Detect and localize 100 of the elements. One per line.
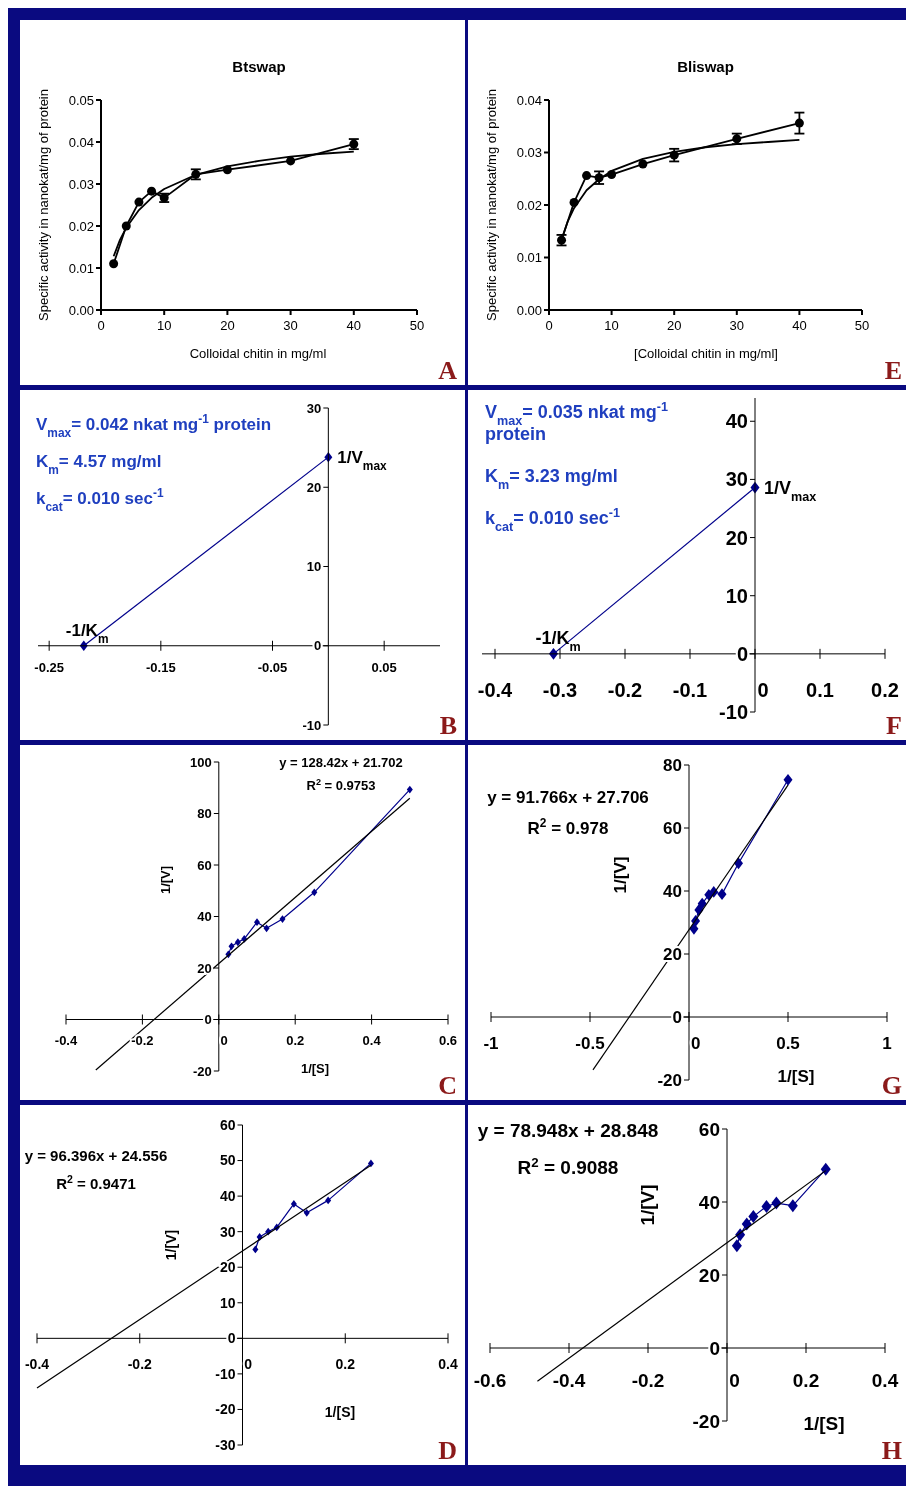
annotation: -1/K$_{m}$ [65,620,109,646]
annotation: D [438,1436,457,1465]
text: H [881,1436,902,1465]
chart-title: Btswap [232,58,286,75]
annotation: V$_{max}$= 0.042 nkat mg$^{-1}$ protein [36,412,272,440]
annotation: y = 91.766x + 27.706 [487,788,649,807]
y-tick-label: 60 [698,1118,720,1140]
y-tick-label: 0.05 [68,92,94,108]
y-tick-label: 0.00 [68,302,94,318]
x-tick-label: 50 [409,318,425,333]
y-tick-label: 80 [197,806,212,822]
y-tick-label: 50 [219,1152,236,1169]
y-tick-label: 40 [698,1191,720,1213]
y-axis-title: Specific activity in nanokat/mg of protein [484,89,499,321]
text: V$_{max}$= 0.035 nkat mg$^{-1}$ protein [485,400,669,444]
y-axis-title: 1/[V] [158,865,173,895]
y-tick-label: 20 [698,1264,720,1286]
annotation: K$_{m}$= 4.57 mg/ml [36,452,162,477]
y-tick-label: 80 [663,755,682,775]
text: F [886,711,902,740]
y-tick-label: 0.04 [516,92,542,108]
x-tick-label: -0.5 [575,1034,605,1053]
y-tick-label: -20 [657,1070,682,1090]
y-tick-label: 40 [219,1188,236,1205]
x-tick-label: 10 [604,318,619,333]
x-tick-label: 0.1 [806,678,834,701]
y-tick-label: 0 [672,1007,682,1027]
x-tick-label: 0.05 [371,659,397,675]
y-tick-label: -20 [193,1063,212,1079]
y-axis-title: 1/[V] [611,856,630,894]
y-tick-label: 20 [306,479,322,495]
y-tick-label: -20 [215,1401,236,1418]
x-tick-label: 40 [346,318,362,333]
y-tick-label: 20 [725,526,748,549]
x-tick-label: -0.15 [146,659,176,675]
y-tick-label: 10 [725,584,748,607]
y-tick-label: 40 [663,881,682,901]
y-axis-title: Specific activity in nanokat/mg of protein [36,89,51,321]
x-tick-label: 0.4 [362,1032,382,1048]
y-tick-label: 40 [197,909,212,925]
y-tick-label: 30 [725,468,748,491]
y-tick-label: 60 [663,818,682,838]
y-tick-label: 100 [190,754,212,770]
y-tick-label: 10 [306,559,322,575]
y-tick-label: 0.02 [516,197,542,213]
y-tick-label: -10 [719,701,748,723]
y-tick-label: -20 [692,1410,720,1432]
annotation: k$_{cat}$= 0.010 sec$^{-1}$ [485,506,621,534]
y-tick-label: 20 [197,960,212,976]
annotation: 1/V$_{max}$ [764,477,817,504]
x-tick-label: 0 [97,318,105,333]
x-tick-label: -0.25 [34,659,64,675]
annotation: y = 128.42x + 21.702 [279,755,403,770]
y-tick-label: 0.03 [516,145,542,161]
annotation: -1/K$_{m}$ [535,627,581,654]
x-tick-label: -0.2 [607,678,643,701]
x-tick-label: -0.1 [672,678,708,701]
annotation: k$_{cat}$= 0.010 sec$^{-1}$ [36,486,164,514]
annotation: R$^{2}$ = 0.9753 [306,777,376,793]
x-tick-label: 0.2 [286,1032,305,1048]
annotation: y = 96.396x + 24.556 [24,1147,168,1164]
x-tick-label: 50 [854,318,870,333]
x-tick-label: -0.2 [131,1032,154,1048]
x-tick-label: 0 [545,318,553,333]
y-tick-label: 0.04 [68,134,94,150]
x-axis-title: Colloidal chitin in mg/ml [189,346,327,361]
y-tick-label: 60 [219,1116,236,1133]
x-tick-label: -0.4 [24,1356,50,1373]
x-tick-label: 0.5 [776,1034,800,1053]
x-tick-label: 0.6 [438,1032,458,1048]
x-tick-label: -0.05 [257,659,288,675]
x-axis-title: 1/[S] [777,1067,815,1086]
x-tick-label: 0.2 [335,1356,356,1373]
y-tick-label: 0.01 [68,260,94,276]
y-tick-label: 0.00 [516,302,542,318]
x-tick-label: -0.3 [542,678,578,701]
x-axis-title: 1/[S] [300,1061,330,1076]
annotation: K$_{m}$= 3.23 mg/ml [485,466,618,492]
text: A [438,356,458,385]
y-tick-label: 30 [219,1223,236,1240]
x-tick-label: 0.2 [871,678,899,701]
x-tick-label: -0.4 [477,678,514,701]
x-tick-label: -0.4 [552,1370,586,1391]
x-axis-title: 1/[S] [803,1413,845,1434]
x-tick-label: 0.2 [792,1370,820,1391]
y-tick-label: -10 [215,1365,236,1382]
x-tick-label: -0.2 [631,1370,665,1391]
x-axis-title: 1/[S] [324,1404,356,1420]
annotation: G [881,1071,902,1100]
x-tick-label: 10 [156,318,172,333]
x-tick-label: -0.6 [473,1370,507,1391]
y-tick-label: 60 [197,857,212,873]
text: E [884,356,902,385]
x-tick-label: 0.4 [438,1356,458,1373]
y-tick-label: 0.03 [68,176,94,192]
y-tick-label: -30 [215,1436,236,1453]
y-tick-label: 40 [725,410,748,433]
x-axis-title: [Colloidal chitin in mg/ml] [634,346,778,361]
x-tick-label: 0.4 [871,1370,899,1391]
y-axis-title: 1/[V] [637,1184,658,1226]
